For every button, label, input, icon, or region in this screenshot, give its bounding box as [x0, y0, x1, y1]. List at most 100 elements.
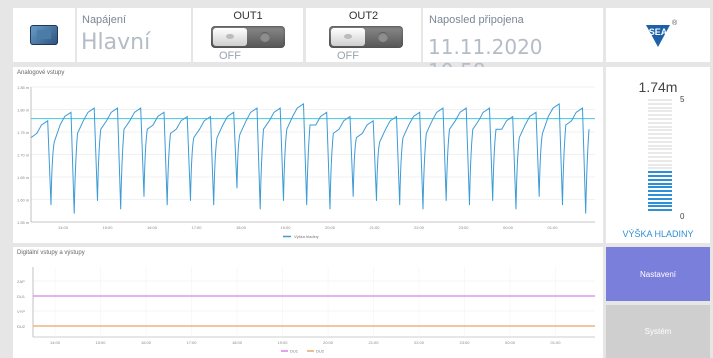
- digital-x-tick-label: 19:00: [277, 340, 288, 345]
- level-gauge-segment: [648, 167, 672, 170]
- power-label: Napájení: [82, 14, 127, 26]
- level-panel: 1.74m 5 0 VÝŠKA HLADINY: [606, 67, 710, 243]
- level-gauge-segment: [648, 175, 672, 177]
- digital-x-tick-label: 16:00: [141, 340, 152, 345]
- power-value: Hlavní: [81, 30, 151, 55]
- level-gauge-segment: [648, 163, 672, 166]
- level-gauge-segment: [648, 137, 672, 139]
- digital-x-tick-label: 21:00: [368, 340, 379, 345]
- digital-x-tick-label: 17:00: [186, 340, 197, 345]
- analog-x-tick-label: 20:00: [325, 225, 336, 230]
- digital-y-tick-label: VYP: [17, 309, 25, 314]
- digital-y-tick-label: ZAP: [17, 279, 25, 284]
- analog-legend-label: Výška hladiny: [294, 234, 319, 239]
- level-gauge-segment: [648, 178, 672, 181]
- level-gauge-segment: [648, 99, 672, 101]
- level-caption: VÝŠKA HLADINY: [622, 229, 694, 239]
- level-min-label: 0: [680, 212, 685, 221]
- logo-panel: SEA ®: [606, 8, 710, 62]
- level-gauge-segment: [648, 144, 672, 147]
- level-gauge-segment: [648, 121, 672, 124]
- analog-x-tick-label: 16:00: [147, 225, 158, 230]
- digital-x-tick-label: 23:00: [459, 340, 470, 345]
- analog-x-tick-label: 23:00: [458, 225, 469, 230]
- digital-chart-panel: Digitální vstupy a výstupy ZAP DU1 VYP DU2 1…: [13, 247, 603, 358]
- analog-x-tick-label: 21:00: [369, 225, 380, 230]
- analog-x-tick-label: 17:00: [191, 225, 202, 230]
- analog-chart: 1.85 m 1.80 m 1.75 m 1.70 m 1.65 m 1.60 m 1.55…: [17, 85, 595, 239]
- analog-y-tick-label: 1.65 m: [17, 175, 30, 180]
- out2-title: OUT2: [348, 10, 379, 22]
- level-gauge-segment: [648, 140, 672, 143]
- level-gauge-segment: [648, 156, 672, 158]
- level-gauge-segment: [648, 190, 672, 193]
- digital-legend-label: DU2: [316, 349, 325, 354]
- analog-x-tick-label: 15:00: [102, 225, 113, 230]
- out1-toggle[interactable]: [211, 26, 285, 48]
- device-icon-panel: [13, 8, 75, 62]
- analog-x-tick-label: 19:00: [280, 225, 291, 230]
- level-gauge-segment: [648, 152, 672, 155]
- level-gauge-segment: [648, 205, 672, 208]
- level-gauge-segment: [648, 194, 672, 196]
- analog-y-tick-label: 1.55 m: [17, 220, 30, 225]
- device-icon: [30, 25, 58, 45]
- digital-x-tick-label: 22:00: [414, 340, 425, 345]
- logo-mark: ®: [672, 20, 678, 27]
- digital-chart: ZAP DU1 VYP DU2 14:00 15:00 16:00 17:00 18:00 19:…: [17, 267, 595, 354]
- analog-x-tick-label: 14:00: [58, 225, 69, 230]
- level-gauge-segment: [648, 133, 672, 136]
- out2-state: OFF: [337, 50, 359, 62]
- level-gauge-segment: [648, 110, 672, 113]
- analog-x-tick-label: 22:00: [414, 225, 425, 230]
- analog-y-tick-label: 1.75 m: [17, 130, 30, 135]
- level-gauge-segment: [648, 197, 672, 200]
- logo-text: SEA: [649, 27, 668, 37]
- level-gauge-segment: [648, 171, 672, 174]
- level-gauge: [648, 99, 672, 214]
- analog-y-tick-label: 1.80 m: [17, 108, 30, 113]
- digital-legend-label: DU1: [290, 349, 299, 354]
- analog-y-tick-label: 1.70 m: [17, 153, 30, 158]
- level-gauge-segment: [648, 186, 672, 189]
- analog-series-line: [30, 102, 590, 214]
- out2-toggle[interactable]: [329, 26, 403, 48]
- digital-y-tick-label: DU1: [17, 294, 26, 299]
- analog-chart-title: Analogové vstupy: [17, 70, 65, 76]
- level-max-label: 5: [680, 95, 685, 104]
- analog-x-tick-label: 01:00: [547, 225, 558, 230]
- power-panel: Napájení Hlavní: [77, 8, 191, 62]
- level-gauge-segment: [648, 129, 672, 132]
- out2-panel: OUT2 OFF: [306, 8, 421, 62]
- level-gauge-segment: [648, 201, 672, 204]
- level-gauge-segment: [648, 209, 672, 212]
- digital-x-tick-label: 14:00: [50, 340, 61, 345]
- out1-state: OFF: [219, 50, 241, 62]
- out1-title: OUT1: [233, 10, 263, 22]
- digital-chart-title: Digitální vstupy a výstupy: [17, 250, 85, 256]
- level-gauge-segment: [648, 102, 672, 105]
- level-gauge-segment: [648, 114, 672, 117]
- digital-x-tick-label: 00:00: [505, 340, 516, 345]
- settings-button[interactable]: Nastavení: [606, 247, 710, 301]
- digital-x-tick-label: 15:00: [95, 340, 106, 345]
- analog-chart-panel: Analogové vstupy 1.85 m 1.80 m 1.75 m 1.70 …: [13, 67, 603, 243]
- last-connected-panel: Naposled připojena 11.11.2020 10:58: [423, 8, 603, 83]
- analog-y-tick-label: 1.60 m: [17, 198, 30, 203]
- digital-x-tick-label: 20:00: [323, 340, 334, 345]
- last-connected-label: Naposled připojena: [429, 14, 524, 26]
- system-button[interactable]: Systém: [606, 305, 710, 358]
- analog-x-tick-label: 00:00: [503, 225, 514, 230]
- digital-x-tick-label: 18:00: [232, 340, 243, 345]
- level-gauge-segment: [648, 159, 672, 162]
- company-logo: SEA ®: [644, 20, 677, 49]
- level-gauge-segment: [648, 106, 672, 109]
- digital-x-tick-label: 01:00: [550, 340, 561, 345]
- out1-panel: OUT1 OFF: [193, 8, 303, 62]
- level-gauge-segment: [648, 148, 672, 151]
- level-gauge-segment: [648, 118, 672, 120]
- analog-x-tick-label: 18:00: [236, 225, 247, 230]
- level-value: 1.74m: [638, 79, 678, 95]
- level-gauge-segment: [648, 125, 672, 128]
- digital-y-tick-label: DU2: [17, 324, 26, 329]
